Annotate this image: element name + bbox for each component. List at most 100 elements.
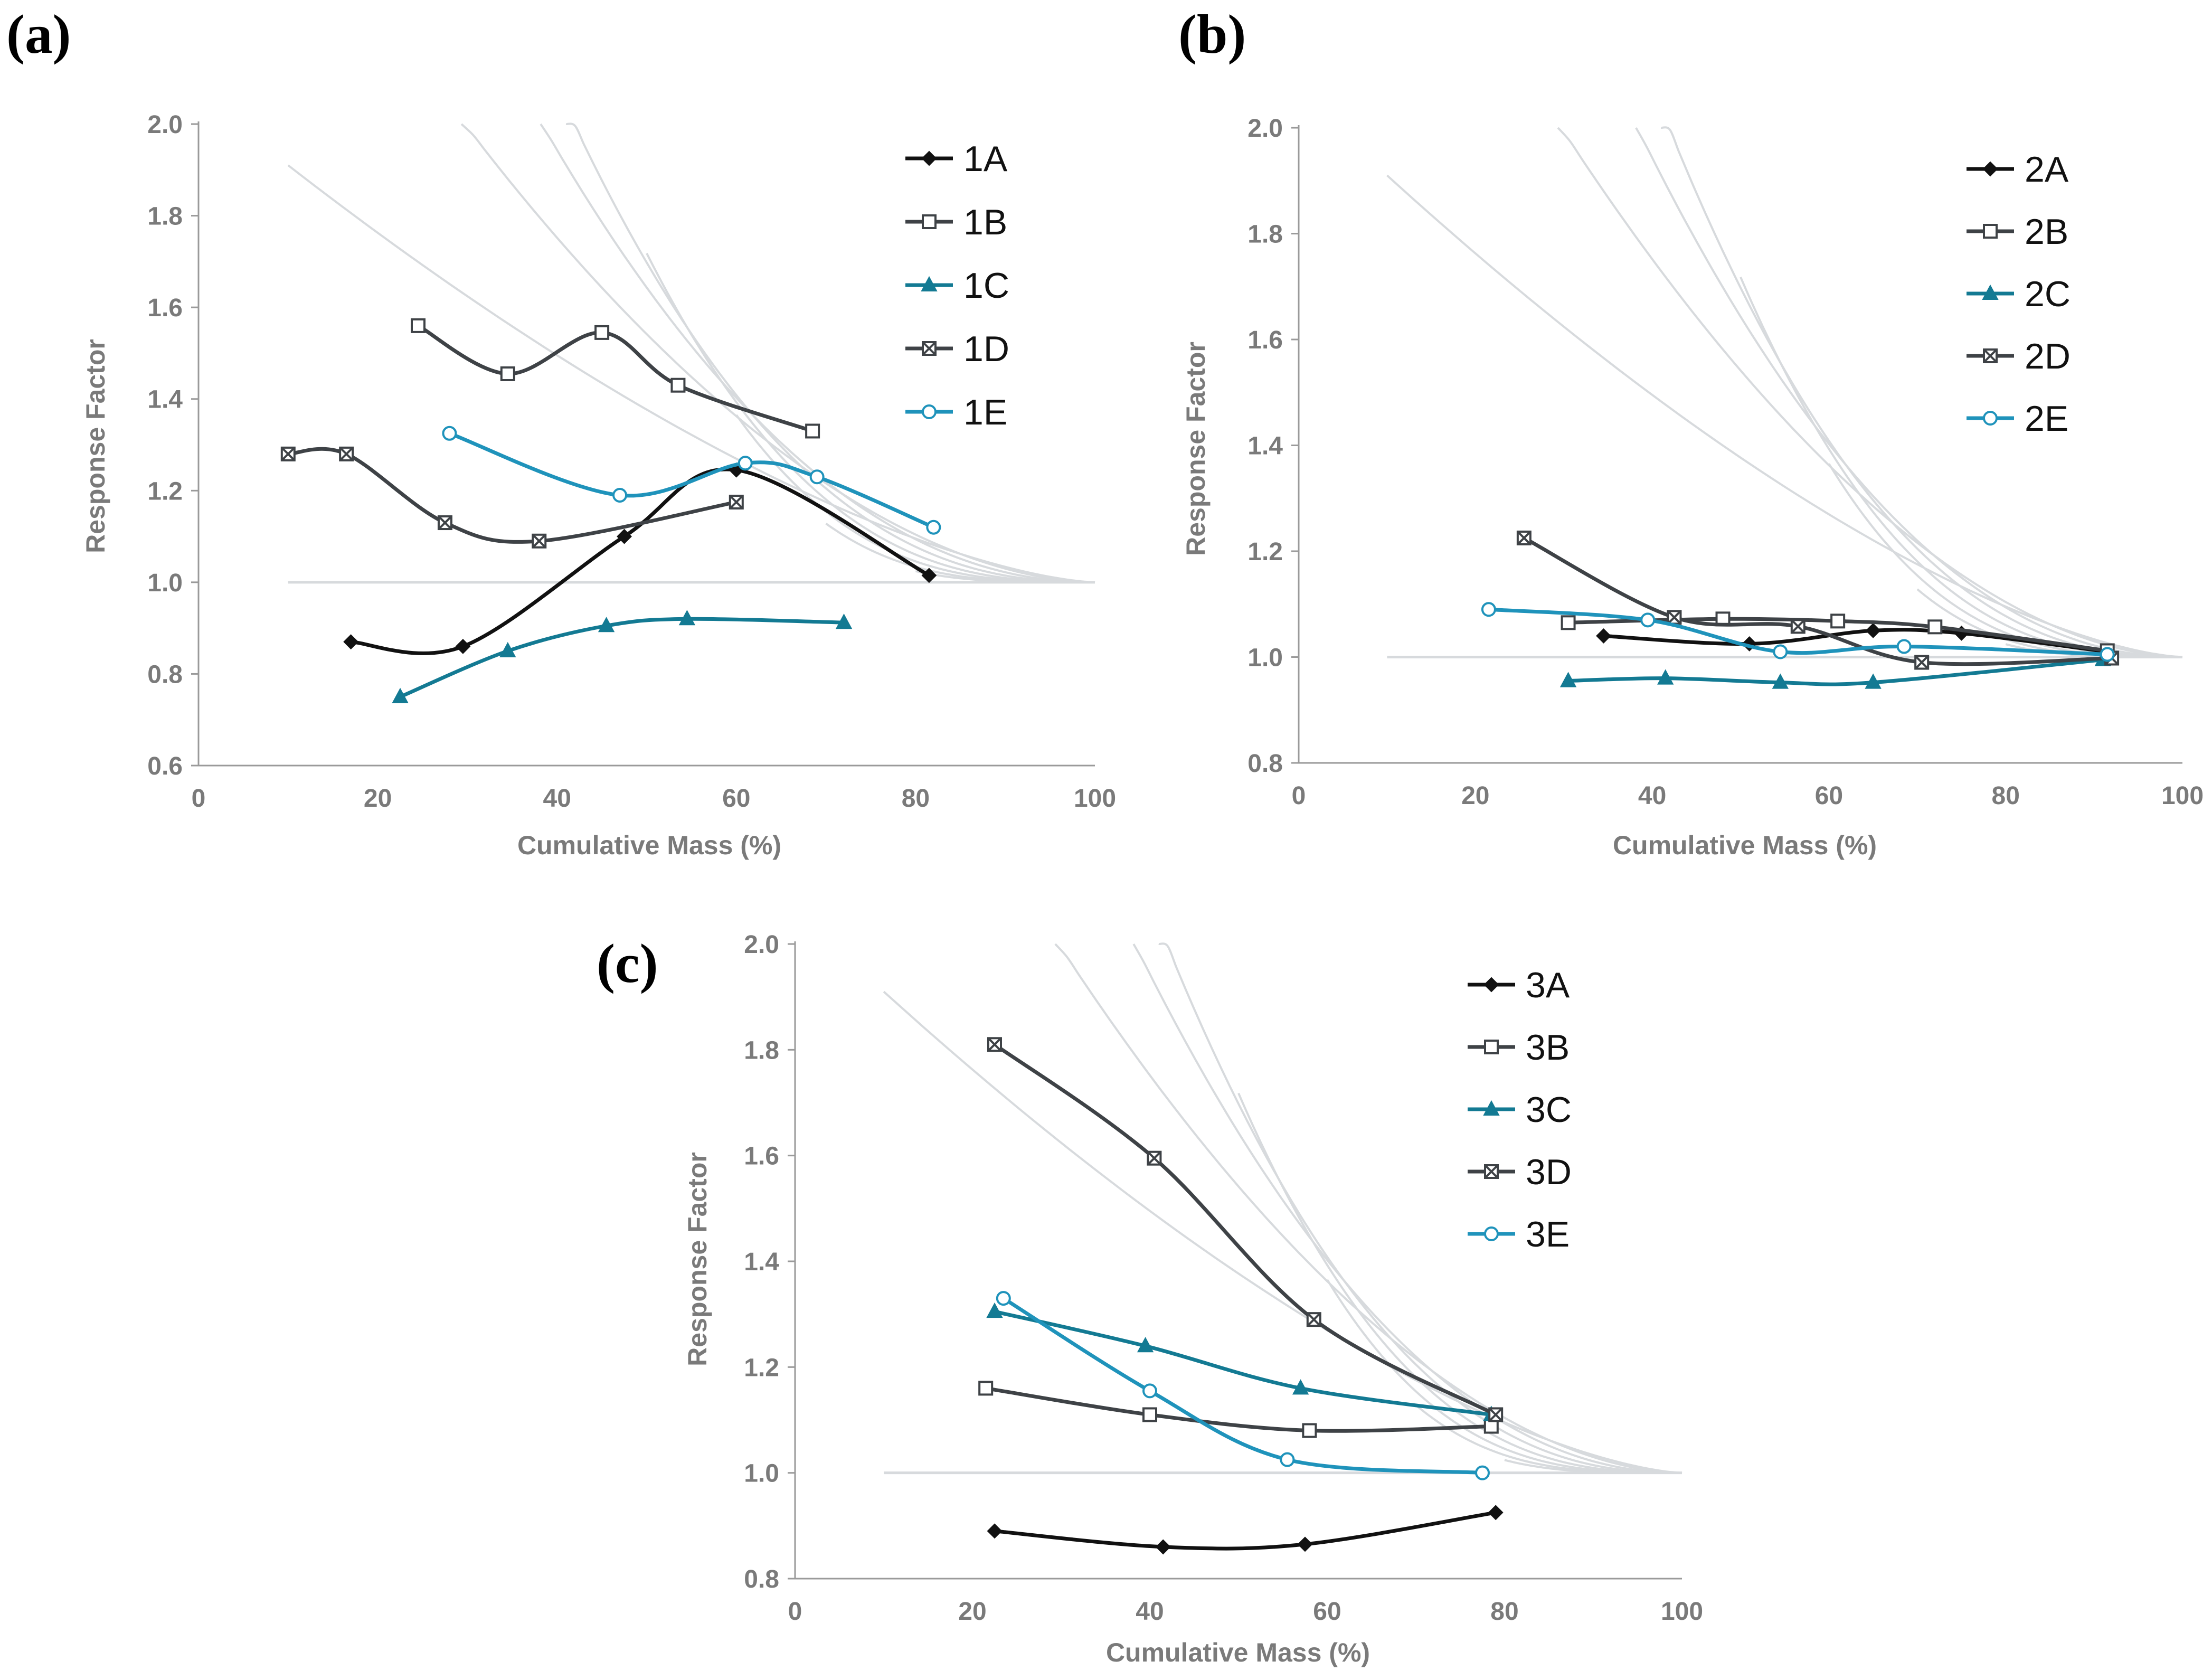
series-1D — [280, 446, 744, 549]
series-1D-point — [437, 515, 452, 531]
panel-b: (b) 0 20 40 60 80 100 0.8 1.0 1.2 1.4 1.6 1.8 2.0 C… — [1178, 3, 2204, 860]
legend-swatch-marker — [921, 150, 937, 166]
series-3A-point — [1297, 1536, 1313, 1552]
series-1E-point — [442, 426, 457, 441]
series-1E-point — [738, 456, 753, 471]
panel-b-y-tick-label: 1.6 — [1247, 326, 1283, 354]
panel-c-series — [978, 1037, 1504, 1555]
series-3A-line — [992, 1511, 1498, 1551]
panel-c-letter: (c) — [597, 932, 658, 994]
panel-b-x-tick-label: 40 — [1638, 782, 1666, 810]
legend-swatch-marker — [1484, 1226, 1499, 1241]
panel-a-y-tick-label: 1.8 — [147, 203, 183, 231]
panel-b-y-ticks: 0.8 1.0 1.2 1.4 1.6 1.8 2.0 — [1247, 115, 1299, 778]
series-1A-point — [921, 568, 937, 583]
series-2C-point — [1559, 672, 1577, 687]
panel-b-y-tick-label: 1.8 — [1247, 221, 1283, 249]
series-3E-point — [996, 1291, 1011, 1306]
panel-c-guide-curve — [1326, 1279, 1682, 1474]
panel-c-y-tick-label: 2.0 — [744, 931, 779, 959]
panel-b-y-tick-label: 1.0 — [1247, 644, 1283, 672]
series-3E-point — [1142, 1383, 1157, 1399]
series-1A-point — [617, 528, 632, 544]
legend-swatch-marker — [1982, 284, 1999, 300]
series-2C-point — [1772, 673, 1789, 689]
series-1E-point — [809, 469, 825, 485]
series-3A-point — [1488, 1505, 1504, 1521]
panel-c-x-ticks: 0 20 40 60 80 100 — [788, 1598, 1703, 1626]
legend-item-3A: 3A — [1468, 965, 1570, 1005]
series-2E-point — [1896, 639, 1912, 654]
panel-b-guide-curve — [1828, 463, 2182, 658]
panel-a-guide-curve — [565, 122, 1095, 583]
legend-item-1C: 1C — [905, 266, 1009, 306]
panel-c-x-tick-label: 40 — [1136, 1598, 1164, 1626]
panel-b-legend: 2A 2B 2C 2D 2E — [1967, 149, 2071, 439]
panel-c-x-tick-label: 100 — [1661, 1598, 1703, 1626]
panel-c-x-tick-label: 20 — [958, 1598, 986, 1626]
panel-a-guide-curve — [646, 252, 1095, 583]
legend-swatch-marker — [1483, 1100, 1500, 1116]
panel-a-y-tick-label: 0.8 — [147, 660, 183, 688]
series-1B-point — [411, 318, 426, 333]
legend-item-1B: 1B — [905, 202, 1007, 242]
legend-label-3E: 3E — [1526, 1214, 1570, 1254]
series-3B-point — [1142, 1407, 1157, 1422]
series-3C-point — [1292, 1379, 1309, 1395]
series-2E — [1481, 602, 2115, 662]
series-3E-point — [1475, 1465, 1490, 1480]
panel-c-x-axis-label: Cumulative Mass (%) — [1106, 1638, 1370, 1667]
panel-c-legend: 3A 3B 3C 3D 3E — [1468, 965, 1572, 1254]
panel-b-x-tick-label: 0 — [1292, 782, 1306, 810]
series-1B-point — [805, 423, 820, 439]
legend-label-1A: 1A — [963, 139, 1008, 179]
series-1E-point — [612, 487, 628, 503]
panel-c: (c) 0 20 40 60 80 100 0.8 1.0 1.2 1.4 1.6 1.8 2.0 C… — [597, 931, 1703, 1667]
legend-item-2A: 2A — [1967, 149, 2069, 190]
series-2C-point — [1865, 673, 1882, 689]
legend-label-1E: 1E — [963, 392, 1007, 432]
legend-item-3B: 3B — [1468, 1027, 1570, 1068]
panel-b-series — [1481, 530, 2120, 689]
panel-a-x-tick-label: 60 — [722, 785, 750, 813]
legend-swatch-marker — [1983, 411, 1998, 426]
panel-c-y-tick-label: 1.4 — [744, 1248, 779, 1276]
panel-c-x-tick-label: 0 — [788, 1598, 802, 1626]
panel-a-guide-curve — [735, 414, 1095, 583]
series-1B — [411, 318, 820, 439]
series-2C-point — [1657, 669, 1674, 685]
series-2B-point — [1830, 614, 1846, 629]
panel-b-y-tick-label: 1.4 — [1247, 432, 1283, 460]
legend-item-1D: 1D — [905, 329, 1009, 369]
legend-label-1D: 1D — [963, 329, 1009, 369]
series-3A — [987, 1505, 1504, 1555]
series-3B-line — [984, 1386, 1493, 1433]
legend-label-3C: 3C — [1526, 1090, 1572, 1130]
panel-b-x-tick-label: 80 — [1992, 782, 2020, 810]
series-2D-point — [1914, 655, 1930, 670]
series-1C-point — [678, 610, 696, 626]
series-2E-point — [1773, 644, 1788, 659]
series-3A-point — [987, 1523, 1003, 1539]
panel-b-guide-curve — [1557, 127, 2183, 658]
panel-a: (a) 0 20 40 60 80 100 0.6 0.8 1.0 1.2 1.4 1.6 1.8 2.… — [6, 3, 1116, 860]
series-3E-line — [1001, 1296, 1485, 1475]
series-1C-point — [392, 687, 409, 703]
panel-c-y-tick-label: 1.2 — [744, 1354, 779, 1382]
series-3D-point — [1488, 1407, 1504, 1422]
panel-b-reference-curves — [1386, 126, 2183, 658]
legend-label-2E: 2E — [2025, 399, 2068, 439]
panel-c-guide-curve — [1237, 1092, 1682, 1474]
series-2A-point — [1865, 622, 1881, 638]
panel-c-guide-curve — [1158, 942, 1682, 1474]
panel-b-guide-curve — [1740, 277, 2182, 658]
series-3D-line — [992, 1042, 1498, 1417]
series-3D-point — [1147, 1150, 1162, 1166]
legend-label-3D: 3D — [1526, 1152, 1572, 1192]
legend-swatch-marker — [921, 276, 938, 291]
legend-swatch-marker — [1484, 1164, 1499, 1179]
panel-b-x-tick-label: 60 — [1815, 782, 1843, 810]
series-2A-point — [1596, 628, 1611, 644]
legend-swatch-marker — [922, 214, 937, 229]
